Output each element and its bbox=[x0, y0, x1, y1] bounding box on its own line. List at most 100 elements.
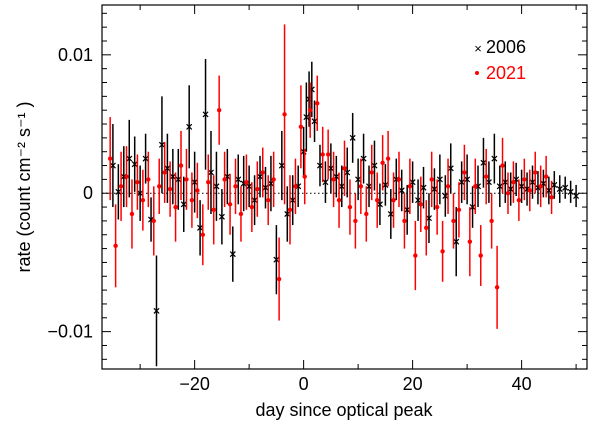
data-point bbox=[562, 184, 569, 191]
data-point bbox=[244, 179, 249, 185]
data-point bbox=[538, 184, 543, 189]
data-point bbox=[157, 184, 162, 189]
data-point bbox=[545, 187, 552, 194]
data-point bbox=[197, 224, 204, 231]
data-point bbox=[162, 170, 167, 175]
data-point bbox=[276, 276, 282, 282]
data-point bbox=[140, 197, 146, 203]
data-point bbox=[402, 218, 407, 224]
data-point bbox=[451, 218, 456, 224]
data-point bbox=[124, 174, 129, 179]
series-2006 bbox=[109, 58, 580, 367]
data-point bbox=[315, 101, 320, 106]
x-tick-label: 40 bbox=[512, 374, 532, 394]
data-point bbox=[129, 211, 135, 217]
data-point bbox=[529, 179, 536, 186]
data-point bbox=[303, 114, 310, 121]
data-point bbox=[494, 285, 500, 290]
data-point bbox=[573, 192, 580, 200]
data-point bbox=[436, 176, 443, 183]
data-point bbox=[347, 204, 353, 210]
data-point bbox=[355, 176, 362, 183]
data-point bbox=[267, 180, 274, 187]
data-point bbox=[311, 118, 318, 125]
data-point bbox=[262, 184, 269, 191]
data-point bbox=[516, 197, 522, 203]
axis-ticks bbox=[102, 5, 587, 369]
data-point bbox=[113, 243, 118, 249]
data-point bbox=[331, 177, 336, 182]
data-point bbox=[218, 213, 225, 220]
data-point bbox=[206, 179, 211, 185]
data-point bbox=[293, 184, 298, 189]
data-point bbox=[195, 188, 200, 193]
y-tick-label: 0 bbox=[83, 183, 93, 203]
data-point bbox=[235, 176, 242, 183]
data-point bbox=[131, 161, 138, 168]
data-point bbox=[453, 238, 460, 245]
legend-marker-2006: × bbox=[474, 41, 482, 56]
series-layer bbox=[107, 24, 580, 367]
data-point bbox=[382, 181, 389, 188]
data-point bbox=[118, 184, 124, 189]
data-point bbox=[316, 162, 324, 169]
series-2021 bbox=[107, 24, 554, 329]
data-point bbox=[505, 191, 511, 196]
data-point bbox=[137, 190, 144, 197]
data-point bbox=[213, 183, 220, 190]
data-point bbox=[374, 197, 380, 203]
data-point bbox=[260, 170, 265, 175]
axis-tick-labels: −20 0 20 40 −0.01 0 0.01 bbox=[47, 45, 531, 394]
data-point bbox=[396, 177, 402, 182]
data-point bbox=[385, 156, 391, 161]
data-point bbox=[511, 179, 516, 185]
data-point bbox=[273, 256, 280, 263]
data-point bbox=[358, 184, 364, 189]
data-point bbox=[109, 162, 116, 169]
data-point bbox=[467, 239, 473, 244]
data-point bbox=[233, 184, 238, 189]
data-point bbox=[227, 202, 233, 207]
data-point bbox=[169, 173, 176, 180]
data-point bbox=[447, 165, 454, 172]
data-point bbox=[336, 197, 342, 203]
data-point bbox=[282, 112, 287, 117]
data-point bbox=[507, 186, 514, 193]
data-point bbox=[415, 197, 422, 204]
data-point bbox=[238, 211, 244, 217]
x-tick-label: 0 bbox=[299, 374, 309, 394]
data-point bbox=[478, 253, 483, 258]
data-point bbox=[556, 186, 563, 193]
x-tick-label: 20 bbox=[403, 374, 423, 394]
legend-marker-2021 bbox=[475, 71, 479, 75]
data-point bbox=[445, 184, 451, 189]
data-point bbox=[371, 162, 378, 169]
data-point bbox=[409, 179, 416, 186]
data-point bbox=[567, 188, 574, 195]
data-point bbox=[307, 107, 313, 113]
data-point bbox=[115, 188, 122, 195]
data-point bbox=[464, 176, 471, 183]
data-point bbox=[278, 162, 285, 169]
data-point bbox=[202, 111, 209, 118]
data-point bbox=[211, 207, 216, 213]
data-point bbox=[496, 183, 503, 190]
data-point bbox=[189, 197, 195, 203]
data-point bbox=[246, 183, 253, 190]
data-point bbox=[425, 215, 432, 222]
data-point bbox=[442, 192, 449, 200]
plot-frame bbox=[101, 4, 588, 370]
data-point bbox=[338, 183, 345, 190]
legend: × 2006 2021 bbox=[474, 37, 526, 83]
data-point bbox=[255, 186, 260, 192]
legend-label-2006: 2006 bbox=[486, 37, 526, 57]
data-point bbox=[413, 253, 418, 258]
data-point bbox=[251, 197, 258, 204]
data-point bbox=[153, 307, 160, 314]
data-point bbox=[191, 179, 198, 186]
data-point bbox=[533, 170, 538, 175]
data-point bbox=[500, 163, 505, 168]
data-point bbox=[491, 155, 498, 162]
data-point bbox=[151, 218, 156, 224]
